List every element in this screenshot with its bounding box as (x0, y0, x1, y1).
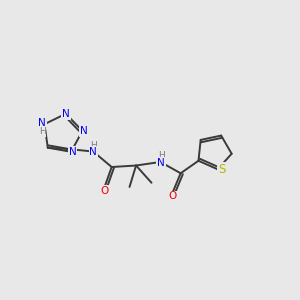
Text: H: H (90, 140, 97, 149)
Text: N: N (80, 126, 88, 136)
Text: N: N (62, 109, 70, 119)
Text: N: N (157, 158, 165, 168)
Text: N: N (38, 118, 46, 128)
Text: H: H (158, 151, 164, 160)
Text: O: O (100, 186, 109, 196)
Text: H: H (39, 127, 46, 136)
Text: N: N (69, 147, 76, 157)
Text: O: O (169, 191, 177, 201)
Text: N: N (89, 147, 97, 157)
Text: S: S (218, 163, 226, 176)
